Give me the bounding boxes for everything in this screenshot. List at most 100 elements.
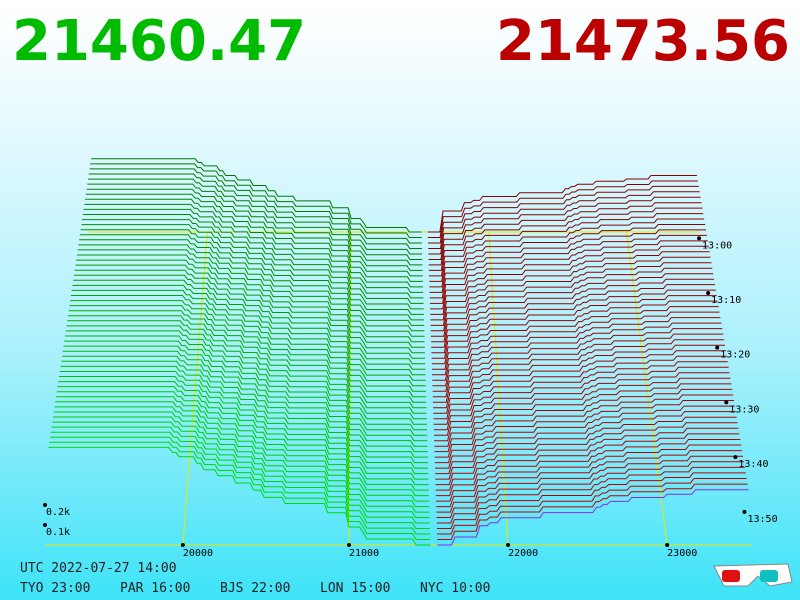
ask-slice <box>427 180 698 238</box>
ask-slice <box>431 311 720 370</box>
tick-dot <box>665 543 670 547</box>
ask-slice <box>432 322 722 381</box>
price-tick-label: 22000 <box>508 548 538 559</box>
bid-slice <box>73 274 426 359</box>
depth-tick-label: 0.2k <box>46 507 70 518</box>
bid-slice <box>56 396 429 491</box>
bid-slice <box>70 295 426 381</box>
glasses-icon <box>713 563 793 587</box>
tick-dot <box>742 509 747 514</box>
bid-slice <box>48 446 431 546</box>
bid-slice <box>89 168 422 244</box>
ask-slice <box>435 416 737 475</box>
bid-slice <box>59 371 428 464</box>
price-tick-label: 20000 <box>183 548 213 559</box>
tick-dot <box>180 543 185 547</box>
bid-slice <box>61 360 428 453</box>
ask-slice <box>428 207 703 266</box>
tick-dot <box>506 543 511 547</box>
bid-slice <box>62 350 428 442</box>
bid-slice <box>54 406 430 502</box>
ask-slice <box>431 284 715 343</box>
bid-slice <box>76 254 425 337</box>
bid-slice <box>63 345 428 436</box>
ask-slice <box>433 361 728 420</box>
bid-slice <box>67 320 427 409</box>
ask-slice <box>436 472 746 529</box>
tick-dot <box>43 503 47 507</box>
time-tick-label: 13:40 <box>738 459 768 470</box>
bid-slice <box>85 198 423 277</box>
ask-slice <box>431 289 716 348</box>
bid-slice <box>75 264 425 348</box>
bid-slice <box>88 173 422 249</box>
bid-slice <box>81 224 424 304</box>
ask-slice <box>431 306 719 365</box>
ask-slice <box>431 295 717 354</box>
zone-time: PAR 16:00 <box>120 581 190 596</box>
bid-slice <box>52 421 430 518</box>
ask-slice <box>430 251 710 310</box>
bid-slice <box>74 269 425 354</box>
bid-slice <box>76 259 425 343</box>
tick-dot <box>347 543 352 547</box>
bid-slice <box>50 436 430 535</box>
ask-slice <box>432 339 725 398</box>
bid-slice <box>90 163 422 238</box>
ask-slice <box>428 202 702 260</box>
bid-slice <box>51 426 430 524</box>
bid-slice <box>73 279 426 365</box>
ask-slice <box>434 388 733 447</box>
plot: 20000 21000 22000 23000 0.1k 0.2k 13:00 13:10 13… <box>43 158 778 559</box>
ask-slice <box>435 422 738 480</box>
time-tick-label: 13:20 <box>720 350 750 361</box>
bid-slice <box>55 401 429 497</box>
tick-dot <box>706 290 711 295</box>
bid-slice <box>86 188 423 266</box>
bid-slice <box>53 411 430 508</box>
ask-slice <box>433 372 730 431</box>
bid-slice <box>64 340 428 431</box>
ask-slice <box>437 489 749 546</box>
bid-slice <box>66 325 427 414</box>
ask-slice <box>432 317 721 376</box>
ask-slice <box>434 377 731 436</box>
bid-slice <box>78 244 425 326</box>
zone-time: NYC 10:00 <box>420 581 490 596</box>
utc-time: UTC 2022-07-27 14:00 <box>20 561 177 576</box>
price-tick-label: 21000 <box>349 548 379 559</box>
ask-slice <box>436 455 743 513</box>
ask-slice <box>430 262 712 321</box>
ask-slice <box>430 256 711 315</box>
bid-slice <box>59 376 429 469</box>
bid-slice <box>64 335 427 425</box>
time-tick-label: 13:00 <box>702 240 732 251</box>
bid-slice <box>57 386 429 480</box>
ask-slice <box>434 383 732 442</box>
ask-slice <box>427 175 697 233</box>
ask-slice <box>433 366 729 425</box>
ask-slice <box>435 427 739 486</box>
bid-slice <box>69 305 426 392</box>
bid-slice <box>53 416 430 513</box>
ask-slice <box>429 218 705 277</box>
bid-slice <box>49 441 431 540</box>
ask-slice <box>429 234 707 293</box>
bid-slice <box>84 203 423 282</box>
zone-time: TYO 23:00 <box>20 581 90 596</box>
tick-dot <box>715 345 720 350</box>
bid-slice <box>79 234 424 315</box>
tick-dot <box>697 236 702 241</box>
bid-slice <box>67 315 427 403</box>
tick-dot <box>733 455 738 460</box>
tick-dot <box>724 400 729 405</box>
time-tick-label: 13:50 <box>747 514 777 525</box>
tick-dot <box>43 523 47 527</box>
time-tick-label: 13:10 <box>711 295 741 306</box>
ask-slice <box>434 405 735 464</box>
ask-slice <box>429 229 706 288</box>
ask-slice <box>431 300 718 359</box>
ask-slice <box>432 333 724 392</box>
ask-slice <box>435 411 736 469</box>
